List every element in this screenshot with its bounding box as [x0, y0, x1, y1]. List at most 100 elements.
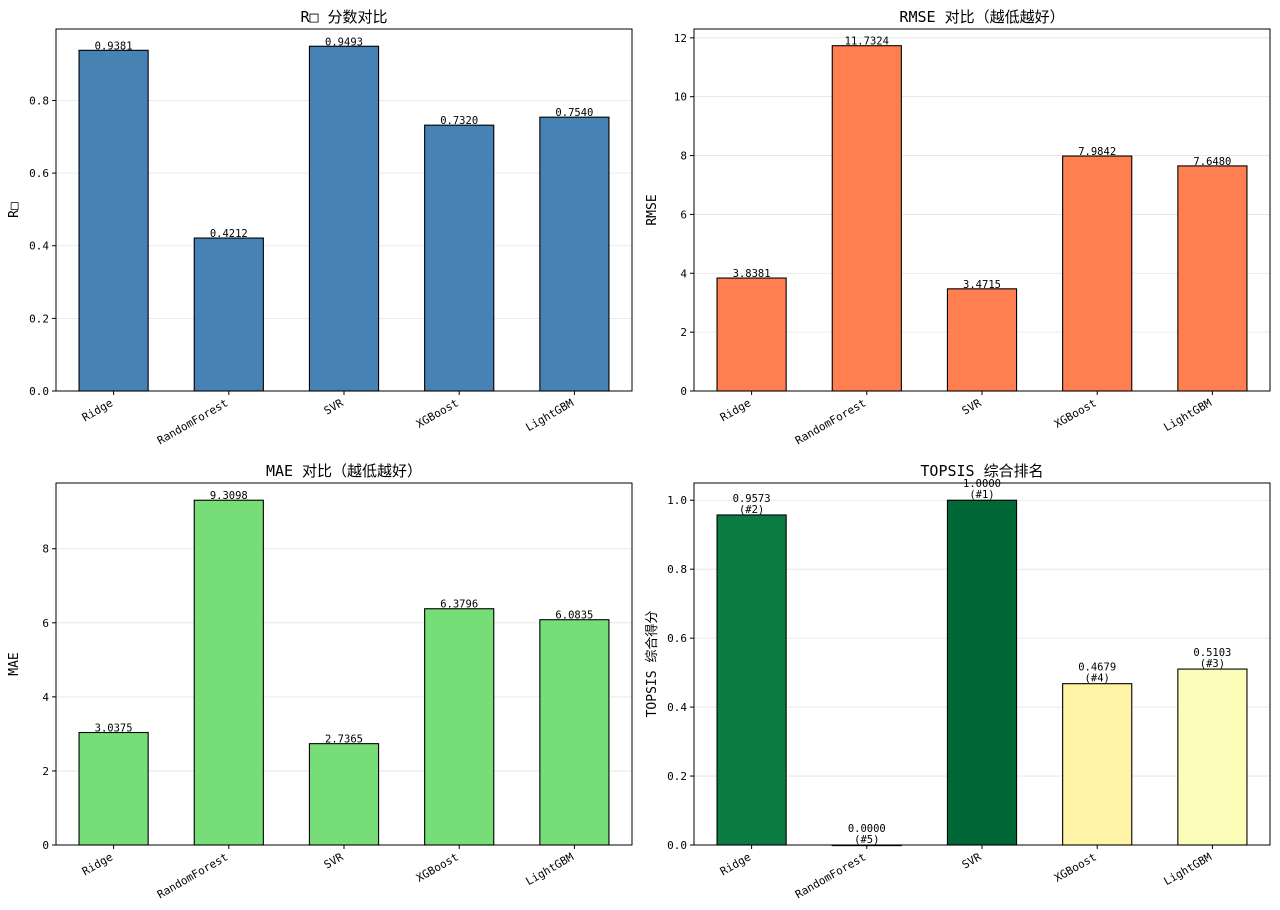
data-label: 0.7320	[440, 115, 478, 127]
y-tick-label: 0	[680, 385, 687, 398]
y-tick-label: 6	[680, 208, 687, 221]
y-tick-label: 0.8	[667, 563, 687, 576]
x-tick-label: LightGBM	[1162, 396, 1215, 434]
rank-label: (#1)	[969, 489, 994, 501]
chart-title: TOPSIS 综合排名	[920, 462, 1043, 480]
bar-svr	[946, 499, 1018, 846]
x-tick-label: XGBoost	[1052, 396, 1099, 430]
data-label: 0.4212	[210, 228, 248, 240]
x-tick-label: SVR	[960, 396, 984, 417]
x-tick-label: SVR	[322, 850, 346, 871]
x-tick-label: Ridge	[80, 396, 115, 424]
y-tick-label: 4	[680, 267, 687, 280]
rank-label: (#2)	[739, 504, 764, 516]
y-tick-label: 0.4	[667, 701, 687, 714]
chart-panel-3: 3.0375 Ridge 9.3098 RandomForest 2.7365 SVR 6.…	[7, 462, 633, 901]
data-label: 7.6480	[1193, 156, 1231, 168]
rank-label: (#3)	[1200, 658, 1225, 670]
y-tick-label: 0.2	[29, 312, 49, 325]
data-label: 3.4715	[963, 279, 1001, 291]
y-tick-label: 1.0	[667, 494, 687, 507]
bar-randomforest	[831, 45, 902, 392]
data-label: 0.9381	[95, 40, 133, 52]
y-tick-label: 0.2	[667, 770, 687, 783]
y-tick-label: 0.0	[29, 385, 49, 398]
y-tick-label: 2	[680, 326, 687, 339]
y-tick-label: 2	[42, 765, 49, 778]
y-tick-label: 4	[42, 691, 49, 704]
bar-ridge	[78, 731, 149, 846]
chart-panel-1: 0.9381 Ridge 0.4212 RandomForest 0.9493 SVR 0.…	[7, 8, 633, 447]
x-tick-label: SVR	[322, 396, 346, 417]
x-tick-label: XGBoost	[1052, 850, 1099, 884]
x-tick-label: Ridge	[80, 850, 115, 878]
y-tick-label: 0.8	[29, 94, 49, 107]
chart-panel-2: 3.8381 Ridge 11.7324 RandomForest 3.4715 SVR 7…	[645, 8, 1271, 447]
bar-ridge	[78, 49, 149, 392]
data-label: 0.5103	[1193, 647, 1231, 659]
bar-xgboost	[424, 124, 495, 392]
x-tick-label: RandomForest	[155, 850, 230, 901]
bar-xgboost	[1062, 155, 1133, 392]
y-tick-label: 8	[42, 543, 49, 556]
bar-randomforest	[193, 499, 264, 846]
x-tick-label: LightGBM	[1162, 850, 1215, 888]
bar-randomforest	[193, 237, 264, 392]
bar-svr	[308, 45, 380, 392]
bar-ridge	[716, 277, 787, 392]
bar-svr	[308, 743, 380, 846]
bar-xgboost	[1062, 683, 1133, 846]
data-label: 3.0375	[95, 723, 133, 735]
y-axis-label: R□	[7, 202, 22, 218]
data-label: 6.3796	[440, 599, 478, 611]
y-axis-label: TOPSIS 综合得分	[644, 611, 660, 718]
data-label: 0.4679	[1078, 662, 1116, 674]
bar-lightgbm	[1177, 165, 1248, 392]
x-tick-label: RandomForest	[793, 396, 868, 447]
data-label: 0.9573	[733, 493, 771, 505]
chart-title: MAE 对比（越低越好）	[266, 462, 422, 480]
data-label: 2.7365	[325, 734, 363, 746]
y-tick-label: 0	[42, 839, 49, 852]
chart-title: RMSE 对比（越低越好）	[899, 8, 1064, 26]
x-tick-label: XGBoost	[414, 850, 461, 884]
x-tick-label: LightGBM	[524, 850, 577, 888]
data-label: 0.9493	[325, 36, 363, 48]
data-label: 3.8381	[733, 268, 771, 280]
x-tick-label: RandomForest	[793, 850, 868, 901]
x-tick-label: Ridge	[718, 850, 753, 878]
y-tick-label: 10	[674, 91, 687, 104]
y-tick-label: 0.6	[29, 167, 49, 180]
y-tick-label: 0.6	[667, 632, 687, 645]
bar-ridge	[716, 514, 787, 846]
axes-frame	[693, 28, 1271, 392]
data-label: 0.0000	[848, 823, 886, 835]
chart-title: R□ 分数对比	[300, 8, 387, 26]
axes-frame	[55, 482, 633, 846]
y-tick-label: 6	[42, 617, 49, 630]
bar-xgboost	[424, 608, 495, 846]
bar-lightgbm	[1177, 668, 1248, 846]
x-tick-label: XGBoost	[414, 396, 461, 430]
bar-lightgbm	[539, 619, 610, 846]
data-label: 7.9842	[1078, 146, 1116, 158]
y-axis-label: RMSE	[645, 194, 660, 225]
data-label: 1.0000	[963, 478, 1001, 490]
data-label: 9.3098	[210, 490, 248, 502]
data-label: 0.7540	[555, 107, 593, 119]
rank-label: (#5)	[854, 834, 879, 846]
x-tick-label: Ridge	[718, 396, 753, 424]
chart-panel-4: 0.9573(#2) Ridge 0.0000(#5) RandomForest 1.0…	[644, 462, 1271, 901]
bar-lightgbm	[539, 116, 610, 392]
x-tick-label: LightGBM	[524, 396, 577, 434]
x-tick-label: RandomForest	[155, 396, 230, 447]
data-label: 6.0835	[555, 610, 593, 622]
x-tick-label: SVR	[960, 850, 984, 871]
y-tick-label: 12	[674, 32, 687, 45]
y-tick-label: 0.4	[29, 240, 49, 253]
y-tick-label: 0.0	[667, 839, 687, 852]
bar-svr	[946, 288, 1018, 392]
axes-frame	[693, 482, 1271, 846]
data-label: 11.7324	[845, 36, 889, 48]
